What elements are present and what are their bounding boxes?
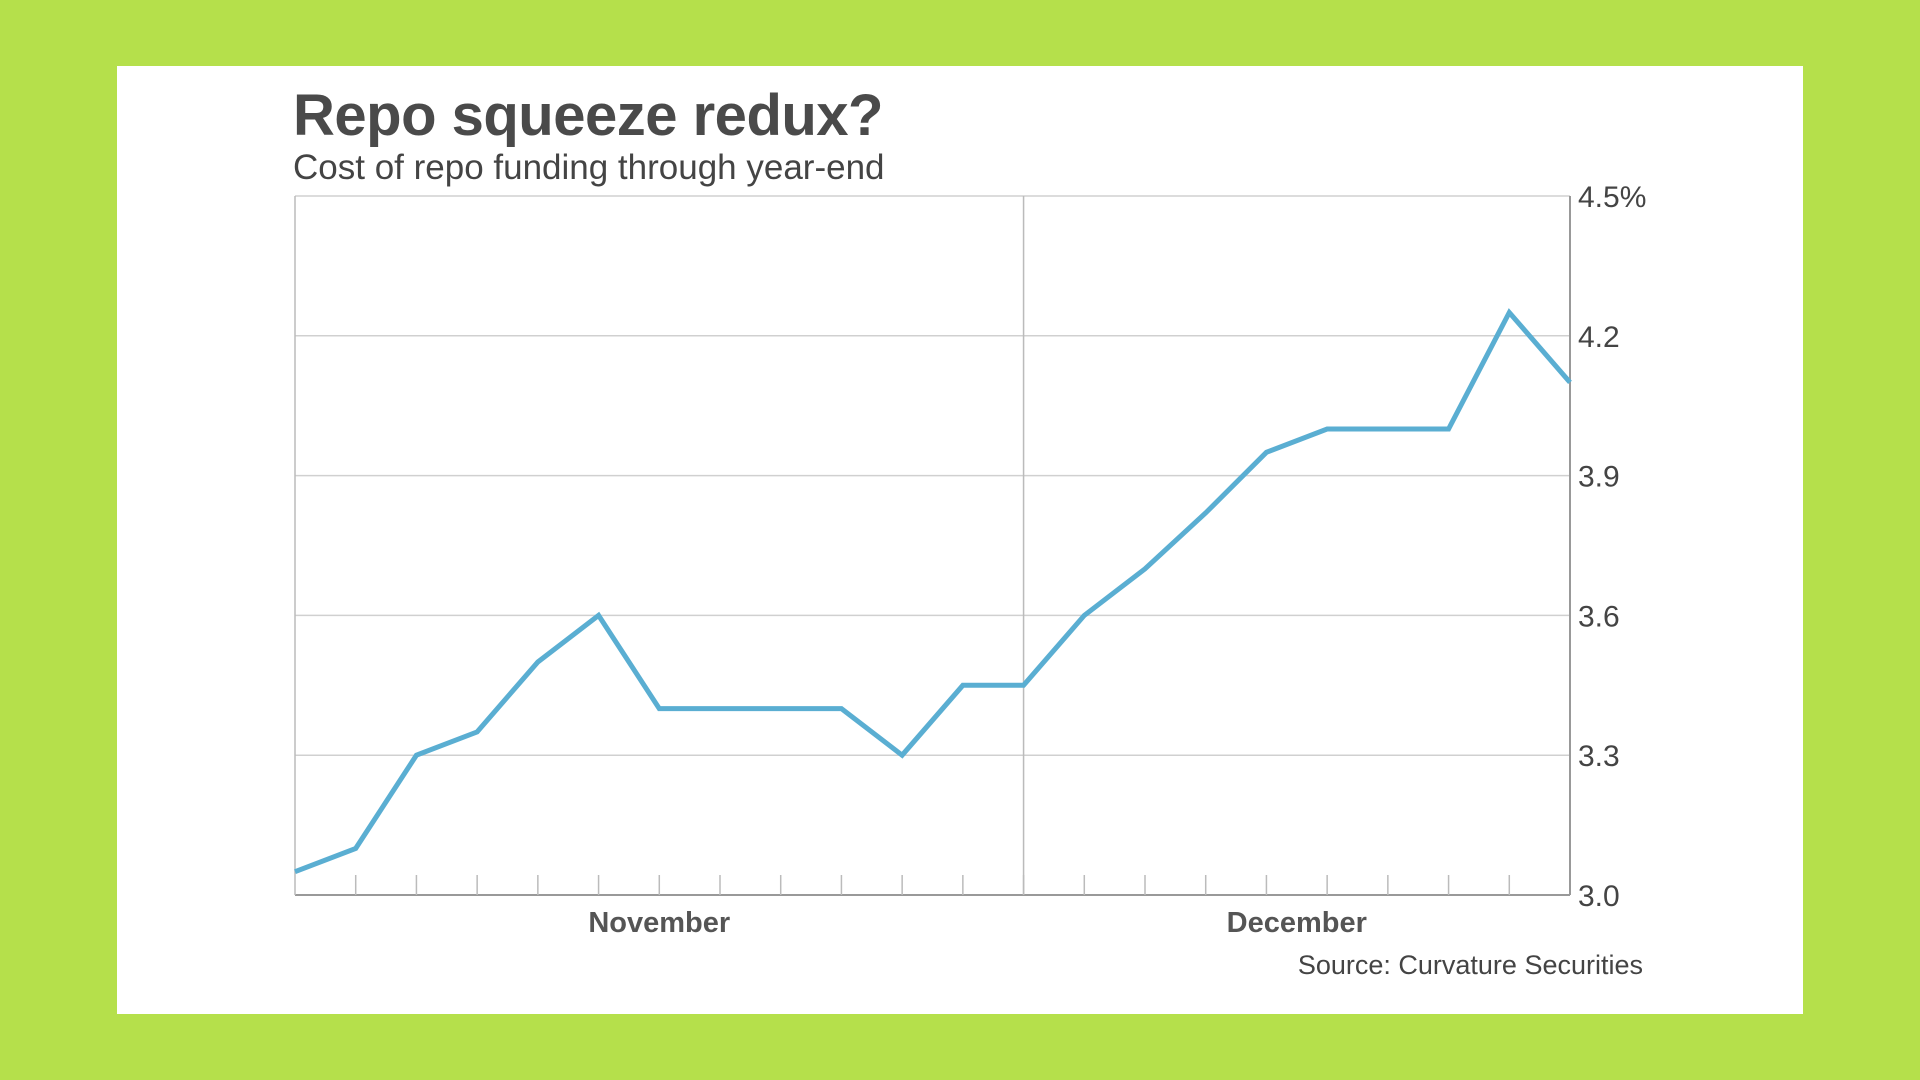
y-tick-label: 3.3 <box>1578 740 1620 773</box>
y-tick-label: 3.9 <box>1578 461 1620 494</box>
chart-subtitle: Cost of repo funding through year-end <box>293 148 885 187</box>
y-tick-label: 3.6 <box>1578 600 1620 633</box>
series-line <box>294 308 1572 875</box>
y-tick-label: 4.2 <box>1578 321 1620 354</box>
y-tick-label: 4.5% <box>1578 181 1646 214</box>
x-month-label: December <box>1227 907 1367 939</box>
chart-title: Repo squeeze redux? <box>293 83 883 148</box>
y-tick-label: 3.0 <box>1578 880 1620 913</box>
chart-source: Source: Curvature Securities <box>1297 950 1643 980</box>
chart-card <box>117 66 1803 1014</box>
x-month-label: November <box>588 907 730 939</box>
